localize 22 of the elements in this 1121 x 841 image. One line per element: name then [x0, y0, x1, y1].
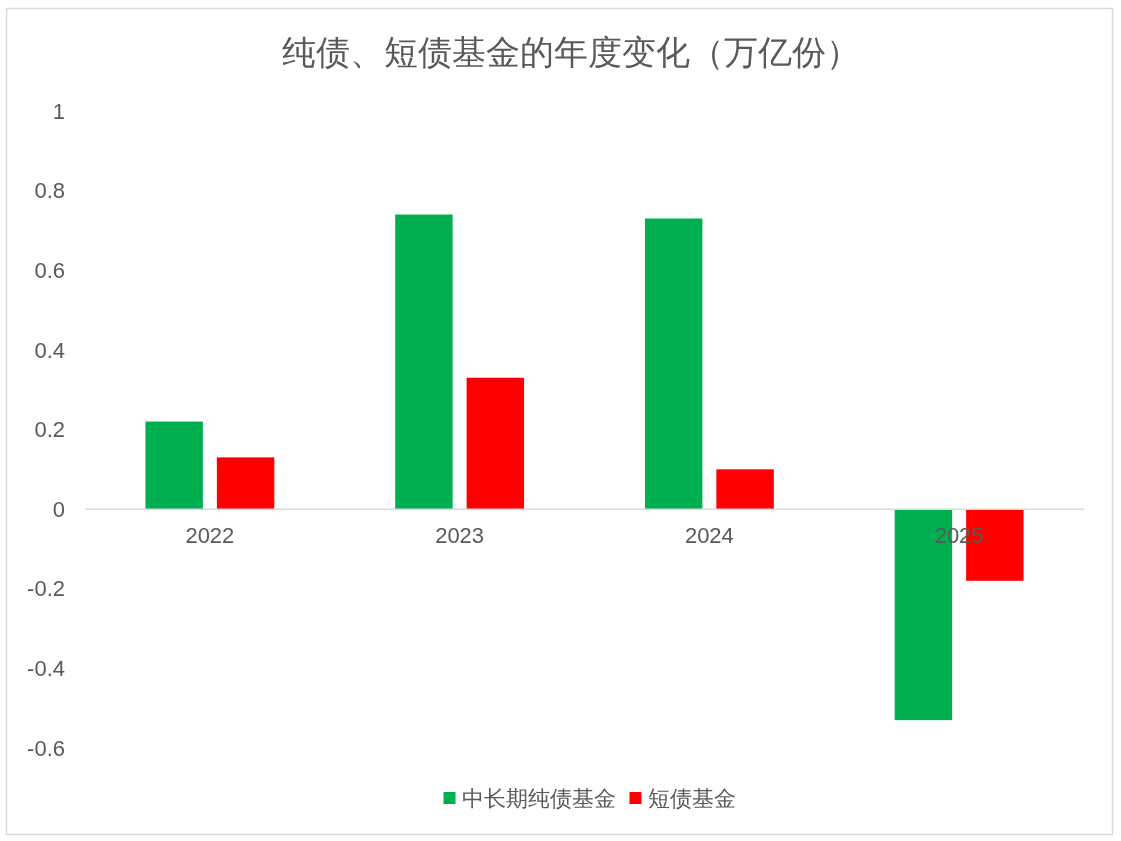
y-tick-label: -0.2	[27, 576, 65, 602]
y-tick-label: -0.6	[27, 735, 65, 761]
x-tick-label: 2025	[934, 522, 984, 548]
y-tick-label: 0.8	[34, 178, 65, 204]
bar	[395, 214, 453, 510]
y-tick-label: 0.2	[34, 417, 65, 443]
x-tick-label: 2024	[684, 522, 734, 548]
y-tick-label: 1	[52, 98, 65, 124]
y-tick-label: 0.6	[34, 257, 65, 283]
bar	[644, 218, 703, 510]
legend-label: 中长期纯债基金	[461, 785, 616, 811]
legend-label: 短债基金	[647, 785, 736, 811]
x-tick-label: 2022	[185, 522, 235, 548]
y-tick-label: 0.4	[34, 337, 65, 363]
y-tick-label: -0.4	[27, 656, 65, 682]
chart-title: 纯债、短债基金的年度变化（万亿份）	[281, 33, 860, 71]
bar	[466, 377, 525, 510]
bar	[716, 469, 774, 510]
bar	[216, 457, 275, 510]
x-tick-label: 2023	[435, 522, 485, 548]
y-tick-label: 0	[52, 496, 65, 522]
bar	[145, 421, 203, 510]
